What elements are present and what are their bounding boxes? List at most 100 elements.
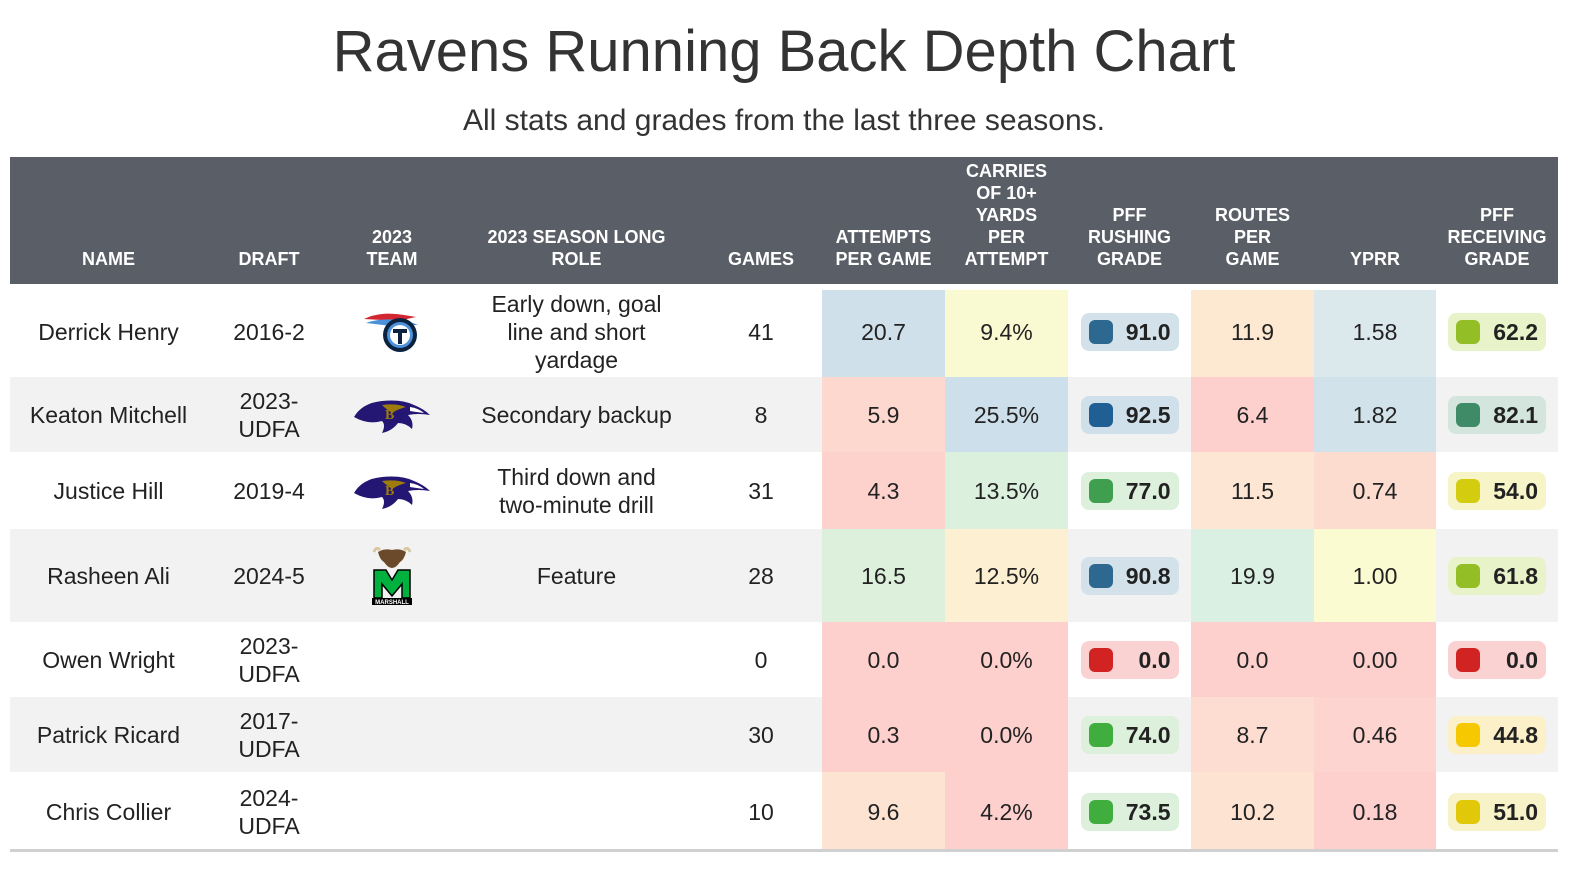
receiving-grade-value: 61.8 [1493,562,1538,589]
draft-cell: 2023-UDFA [207,622,331,697]
rushing-grade-badge: 0.0 [1080,640,1179,679]
rushing-grade-cell: 92.5 [1068,377,1191,452]
receiving-grade-badge: 54.0 [1448,471,1546,510]
draft-cell: 2024-UDFA [207,772,331,852]
receiving-grade-value: 44.8 [1493,721,1538,748]
receiving-grade-value: 0.0 [1506,646,1538,673]
role-cell: Secondary backup [453,377,700,452]
marshall-logo-icon: MARSHALL [372,546,412,606]
grade-dot-icon [1088,799,1113,824]
yprr-cell: 0.46 [1314,697,1436,772]
rushing-grade-badge: 92.5 [1080,395,1179,434]
header-routes: ROUTES PER GAME [1191,157,1314,287]
routes-cell: 0.0 [1191,622,1314,697]
header-name: NAME [10,157,207,287]
receiving-grade-cell: 61.8 [1436,529,1558,622]
player-name: Owen Wright [10,622,207,697]
header-yprr: YPRR [1314,157,1436,287]
receiving-grade-badge: 62.2 [1448,313,1546,351]
rushing-grade-cell: 0.0 [1068,622,1191,697]
player-name: Keaton Mitchell [10,377,207,452]
rushing-grade-value: 74.0 [1125,721,1171,748]
draft-cell: 2024-5 [207,529,331,622]
rushing-grade-cell: 73.5 [1068,772,1191,852]
attempts-cell: 5.9 [822,377,945,452]
routes-cell: 11.9 [1191,284,1314,377]
header-games: GAMES [700,157,822,287]
grade-dot-icon [1088,563,1113,588]
receiving-grade-value: 54.0 [1493,477,1538,504]
routes-cell: 6.4 [1191,377,1314,452]
table-row: Patrick Ricard 2017-UDFA 30 0.3 0.0% 74.0 8.7 0… [10,697,1558,772]
page-subtitle: All stats and grades from the last three… [463,104,1105,137]
receiving-grade-value: 51.0 [1493,798,1538,825]
role-cell [453,772,700,852]
player-name: Derrick Henry [10,284,207,377]
receiving-grade-value: 82.1 [1493,401,1538,428]
attempts-cell: 4.3 [822,452,945,529]
team-logo-cell [331,622,453,697]
ravens-logo-icon: B [354,400,430,433]
rushing-grade-badge: 74.0 [1080,715,1179,754]
yprr-cell: 1.82 [1314,377,1436,452]
receiving-grade-badge: 61.8 [1448,556,1546,595]
rushing-grade-value: 90.8 [1125,562,1171,589]
attempts-cell: 20.7 [822,284,945,377]
header-carries: CARRIES OF 10+ YARDS PER ATTEMPT [945,157,1068,287]
receiving-grade-cell: 54.0 [1436,452,1558,529]
games-cell: 41 [700,284,822,377]
yprr-cell: 0.18 [1314,772,1436,852]
grade-dot-icon [1456,647,1480,672]
rushing-grade-cell: 90.8 [1068,529,1191,622]
games-cell: 31 [700,452,822,529]
routes-cell: 10.2 [1191,772,1314,852]
grade-dot-icon [1456,478,1480,503]
yprr-cell: 0.00 [1314,622,1436,697]
receiving-grade-cell: 51.0 [1436,772,1558,852]
table-row: Rasheen Ali 2024-5 MARSHALL Feature 28 16.5 12… [10,529,1558,622]
role-cell: Third down and two-minute drill [453,452,700,529]
routes-cell: 19.9 [1191,529,1314,622]
receiving-grade-cell: 62.2 [1436,284,1558,377]
receiving-grade-badge: 82.1 [1448,395,1546,434]
header-attempts: ATTEMPTS PER GAME [822,157,945,287]
attempts-cell: 9.6 [822,772,945,852]
rushing-grade-cell: 91.0 [1068,284,1191,377]
svg-text:B: B [385,484,394,499]
carries-cell: 0.0% [945,622,1068,697]
carries-cell: 0.0% [945,697,1068,772]
draft-cell: 2016-2 [207,284,331,377]
table-row: Justice Hill 2019-4 B Third down and two-mi… [10,452,1558,529]
attempts-cell: 0.3 [822,697,945,772]
player-name: Rasheen Ali [10,529,207,622]
grade-dot-icon [1456,402,1480,427]
receiving-grade-cell: 0.0 [1436,622,1558,697]
draft-cell: 2017-UDFA [207,697,331,772]
rushing-grade-badge: 73.5 [1080,792,1179,831]
rushing-grade-badge: 91.0 [1080,313,1179,351]
rushing-grade-value: 0.0 [1138,646,1171,673]
table-row: Derrick Henry 2016-2 Early down, goal line… [10,284,1558,377]
yprr-cell: 0.74 [1314,452,1436,529]
depth-chart-table: NAME DRAFT 2023 TEAM 2023 SEASON LONG RO… [10,157,1558,852]
player-name: Patrick Ricard [10,697,207,772]
grade-dot-icon [1088,647,1113,672]
grade-dot-icon [1456,563,1480,588]
titans-logo-icon [364,313,418,352]
team-logo-cell: B [331,377,453,452]
grade-dot-icon [1088,722,1113,747]
grade-dot-icon [1456,722,1480,747]
carries-cell: 9.4% [945,284,1068,377]
games-cell: 10 [700,772,822,852]
receiving-grade-badge: 51.0 [1448,792,1546,831]
header-rushing-grade: PFF RUSHING GRADE [1068,157,1191,287]
attempts-cell: 16.5 [822,529,945,622]
team-logo-cell [331,772,453,852]
team-logo-cell: MARSHALL [331,529,453,622]
receiving-grade-cell: 44.8 [1436,697,1558,772]
receiving-grade-value: 62.2 [1493,319,1538,345]
grade-dot-icon [1088,478,1113,503]
team-logo-cell [331,697,453,772]
player-name: Justice Hill [10,452,207,529]
rushing-grade-value: 77.0 [1125,477,1171,504]
